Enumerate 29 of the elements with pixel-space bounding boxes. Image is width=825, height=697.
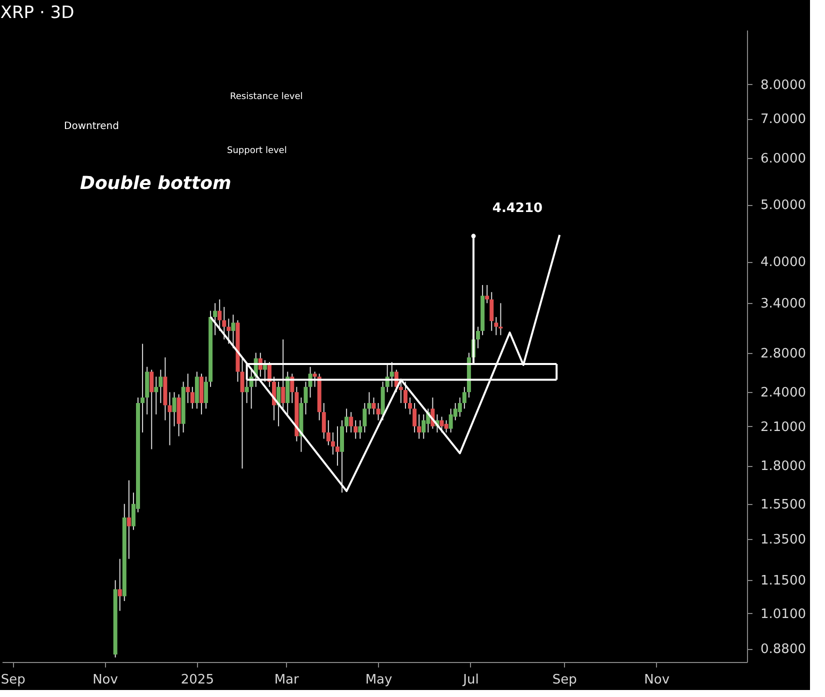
y-tick-label: 2.4000: [760, 386, 806, 401]
x-tick-label: Sep: [552, 672, 577, 688]
x-tick-label: Sep: [0, 672, 26, 688]
chart-title: XRP · 3D: [0, 3, 74, 23]
x-tick-label: Mar: [274, 672, 300, 688]
annotation: Downtrend: [64, 121, 119, 132]
y-tick-label: 1.0100: [760, 606, 806, 622]
y-tick-label: 1.1500: [760, 574, 806, 589]
x-tick-label: Nov: [92, 672, 118, 688]
annotation: Resistance level: [230, 92, 303, 102]
annotation: Support level: [227, 146, 287, 156]
y-tick-label: 7.0000: [760, 112, 806, 128]
y-tick-label: 4.0000: [760, 255, 806, 270]
y-tick-label: 2.1000: [760, 420, 806, 435]
y-tick-label: 3.4000: [760, 296, 806, 312]
y-tick-label: 8.0000: [760, 78, 806, 93]
y-tick-label: 0.8800: [760, 642, 806, 658]
y-tick-label: 2.8000: [760, 346, 806, 362]
y-tick-label: 6.0000: [760, 151, 806, 166]
annotation: 4.4210: [492, 201, 543, 216]
y-tick-label: 1.5500: [760, 497, 806, 512]
x-tick-label: Nov: [644, 672, 670, 688]
x-tick-label: May: [365, 672, 393, 688]
annotation: Double bottom: [80, 173, 232, 194]
x-tick-label: 2025: [180, 672, 214, 688]
y-tick-label: 1.8000: [760, 459, 806, 474]
y-tick-label: 1.3500: [760, 532, 806, 548]
x-tick-label: Jul: [462, 672, 479, 688]
y-tick-label: 5.0000: [760, 198, 806, 214]
